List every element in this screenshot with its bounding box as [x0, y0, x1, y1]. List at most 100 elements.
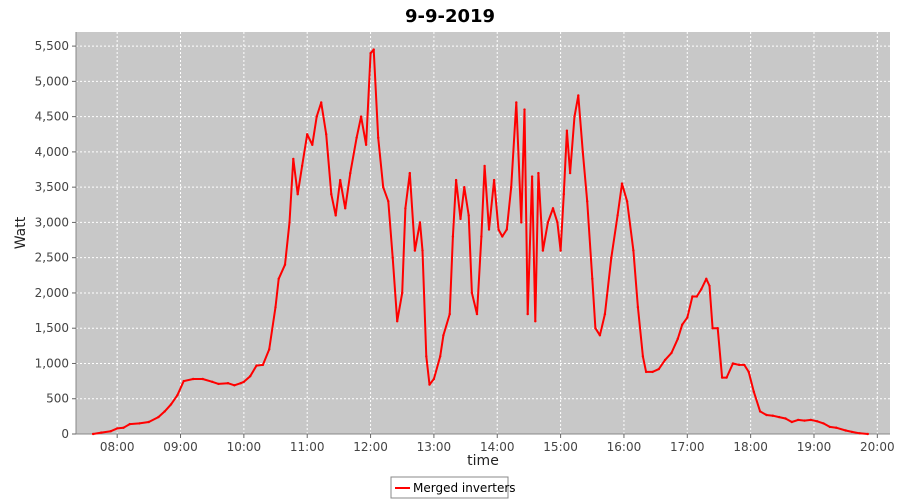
data-point — [610, 256, 613, 259]
data-point — [747, 370, 750, 374]
data-point — [401, 291, 404, 295]
y-tick-label: 5,000 — [35, 74, 69, 88]
data-point — [480, 235, 483, 238]
data-point — [382, 186, 385, 189]
series-line-merged-inverters — [92, 48, 868, 435]
data-point — [274, 305, 277, 309]
data-point — [577, 94, 580, 97]
data-point — [594, 327, 597, 330]
data-point — [591, 277, 594, 280]
data-point — [211, 380, 214, 383]
data-point — [387, 200, 390, 203]
data-point — [470, 291, 474, 295]
data-point — [816, 420, 819, 423]
data-point — [537, 171, 540, 175]
y-axis-label: Watt — [13, 216, 29, 249]
data-point — [408, 171, 411, 175]
data-point — [339, 178, 342, 182]
data-point — [292, 157, 295, 161]
data-point — [91, 432, 95, 436]
data-point — [738, 363, 741, 367]
legend: Merged inverters — [390, 476, 516, 499]
data-point — [586, 200, 589, 203]
data-point — [311, 143, 314, 146]
data-point — [100, 431, 103, 434]
data-point — [413, 249, 417, 252]
data-point — [651, 370, 654, 374]
data-point — [758, 410, 762, 413]
data-point — [850, 430, 854, 434]
y-axis-ticks: 0 500 1,000 1,500 2,000 2,500 3,000 3,500 4,000 4… — [35, 39, 76, 441]
y-tick-label: 4,500 — [35, 110, 69, 124]
data-point — [835, 426, 838, 429]
data-point — [396, 320, 399, 323]
data-point — [359, 115, 363, 118]
y-tick-label: 1,500 — [35, 321, 69, 335]
data-point — [249, 375, 252, 378]
data-point — [239, 382, 242, 385]
data-point — [428, 383, 431, 386]
data-point — [306, 133, 309, 136]
data-point — [530, 175, 534, 178]
data-point — [562, 193, 565, 196]
axes — [75, 32, 890, 435]
x-tick-label: 17:00 — [670, 440, 705, 454]
data-point — [822, 422, 825, 425]
x-axis-ticks: 08:00 09:00 10:00 11:00 12:00 13:00 14:00 15:00… — [100, 434, 895, 454]
data-point — [720, 376, 724, 379]
data-point — [334, 214, 337, 217]
y-tick-label: 5,500 — [35, 39, 69, 53]
data-point — [711, 327, 714, 330]
data-point — [233, 384, 236, 387]
data-point — [676, 337, 679, 340]
data-point — [467, 214, 470, 217]
data-point — [828, 425, 831, 429]
data-point — [657, 367, 660, 371]
y-tick-label: 2,500 — [35, 251, 69, 265]
x-tick-label: 18:00 — [733, 440, 768, 454]
x-tick-label: 08:00 — [100, 440, 135, 454]
data-point — [355, 136, 358, 139]
data-point — [765, 413, 768, 417]
y-tick-label: 0 — [61, 427, 69, 441]
data-point — [559, 249, 562, 252]
data-point — [454, 178, 458, 182]
data-point — [418, 221, 422, 224]
data-point — [534, 320, 537, 323]
data-point — [790, 420, 793, 424]
data-point — [784, 417, 787, 420]
x-tick-label: 12:00 — [353, 440, 388, 454]
data-point — [731, 362, 735, 365]
data-point — [369, 52, 372, 55]
data-point — [268, 348, 271, 351]
x-tick-label: 13:00 — [417, 440, 452, 454]
data-point — [803, 419, 806, 422]
data-point — [708, 284, 711, 288]
data-point — [176, 394, 179, 397]
data-point — [565, 129, 569, 132]
data-point — [616, 214, 619, 217]
data-point — [777, 415, 781, 419]
data-point — [451, 235, 455, 238]
data-point — [523, 108, 526, 111]
data-point — [288, 221, 291, 224]
x-axis-label: time — [467, 453, 499, 469]
y-tick-label: 3,500 — [35, 180, 69, 194]
data-point — [138, 422, 141, 425]
data-point — [217, 382, 220, 386]
x-tick-label: 11:00 — [290, 440, 325, 454]
data-point — [644, 370, 648, 374]
data-point — [242, 380, 246, 383]
data-point — [725, 376, 728, 379]
data-point — [568, 171, 572, 175]
data-point — [556, 221, 559, 224]
data-point — [483, 164, 486, 168]
x-tick-label: 09:00 — [163, 440, 198, 454]
data-point — [182, 379, 185, 383]
data-point — [497, 228, 500, 231]
data-point — [670, 351, 673, 355]
data-point — [771, 414, 774, 417]
data-point — [261, 363, 265, 367]
data-point — [226, 382, 230, 385]
